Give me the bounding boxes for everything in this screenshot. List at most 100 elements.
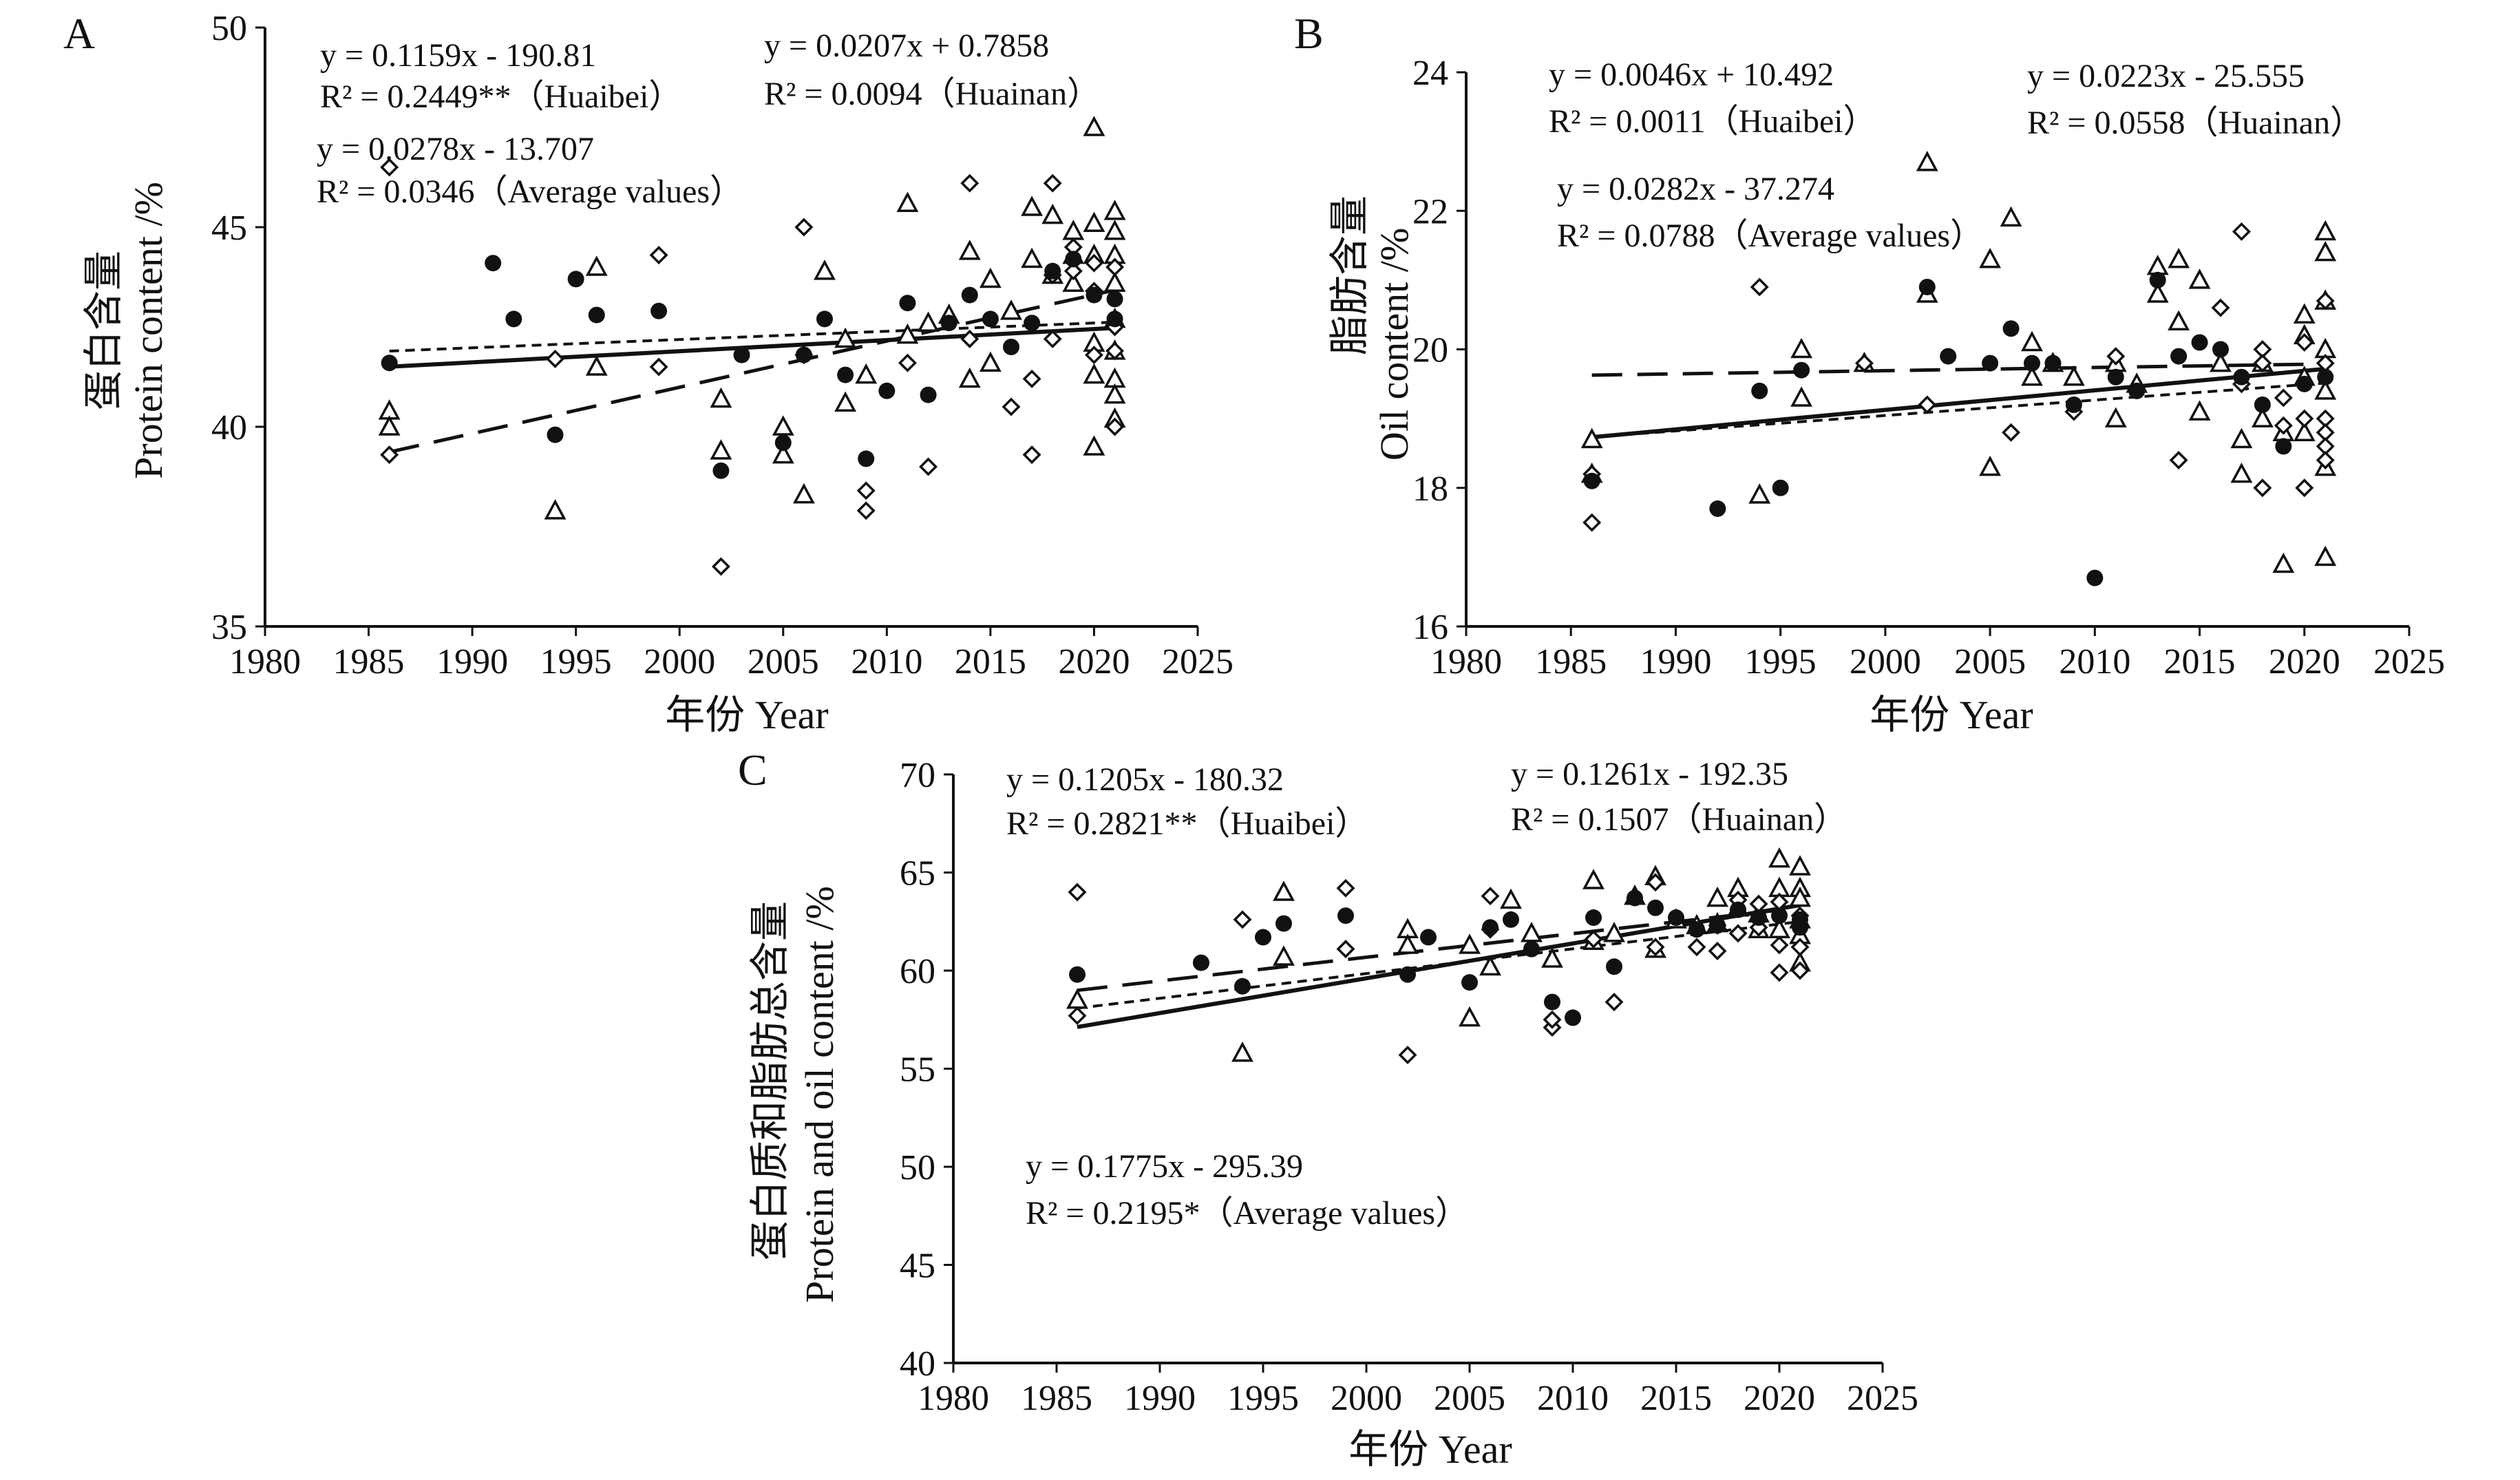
point-huainan xyxy=(1854,354,1874,373)
point-huaibei xyxy=(2188,400,2211,421)
point-average-values xyxy=(858,450,875,467)
point-average-values xyxy=(1583,472,1600,489)
point-average-values xyxy=(505,310,522,328)
point-huainan xyxy=(1790,961,1810,980)
y-tick-label: 70 xyxy=(900,756,935,795)
point-average-values xyxy=(795,346,812,363)
point-huaibei xyxy=(710,439,732,460)
panel-c: C 蛋白质和脂肪总含量 Protein and oil content /% 年… xyxy=(738,746,1918,1472)
eq-average-line1: y = 0.0278x - 13.707 xyxy=(317,131,594,167)
point-average-values xyxy=(2128,382,2146,399)
point-huaibei xyxy=(2230,462,2253,483)
point-huaibei xyxy=(1979,248,2002,268)
point-average-values xyxy=(1003,339,1019,355)
point-average-values xyxy=(1627,889,1643,907)
point-huainan xyxy=(649,357,668,377)
point-average-values xyxy=(837,366,854,383)
trend-line-average-values xyxy=(1591,366,2326,440)
point-average-values xyxy=(2149,271,2166,288)
point-huainan xyxy=(1233,910,1252,929)
point-average-values xyxy=(2065,397,2082,413)
x-tick-label: 1995 xyxy=(540,642,612,681)
y-tick-label: 45 xyxy=(900,1247,935,1286)
point-average-values xyxy=(1503,911,1519,928)
point-huaibei xyxy=(710,387,732,408)
x-axis-title: 年份 Year xyxy=(1870,693,2033,737)
point-average-values xyxy=(1065,251,1082,268)
y-tick-label: 22 xyxy=(1412,192,1448,231)
point-average-values xyxy=(1606,958,1622,975)
point-average-values xyxy=(1523,940,1540,958)
y-tick-label: 24 xyxy=(1412,54,1448,93)
eq-huaibei-line1: y = 0.1205x - 180.32 xyxy=(1006,761,1284,798)
eq-huainan-line1: y = 0.1261x - 192.35 xyxy=(1511,756,1788,792)
y-tick-label: 40 xyxy=(900,1344,935,1384)
point-huainan xyxy=(1084,253,1103,273)
plot-area: 1980 1985 1990 1995 2000 2005 2010 2015 2020 2025… xyxy=(1412,54,2445,681)
x-tick-label: 2025 xyxy=(1162,642,1233,681)
trend-line-huainan xyxy=(1077,920,1801,1010)
trend-line-huainan xyxy=(389,321,1115,353)
point-huaibei xyxy=(1273,945,1295,966)
point-huaibei xyxy=(772,443,794,464)
point-huaibei xyxy=(2168,248,2190,268)
point-huaibei xyxy=(2021,366,2043,386)
point-huainan xyxy=(2274,388,2293,408)
trend-line-huainan xyxy=(1591,381,2326,439)
point-huaibei xyxy=(1062,271,1085,292)
point-huaibei xyxy=(1582,869,1605,889)
point-average-values xyxy=(2044,355,2062,372)
point-huainan xyxy=(1063,262,1083,281)
point-huainan xyxy=(1918,395,1937,414)
point-huainan xyxy=(960,329,980,348)
point-huaibei xyxy=(1273,880,1295,901)
point-average-values xyxy=(1420,929,1437,946)
point-average-values xyxy=(1750,909,1767,927)
point-huaibei xyxy=(1083,116,1105,136)
y-tick-label: 16 xyxy=(1412,608,1448,647)
point-average-values xyxy=(1565,1009,1581,1026)
point-huainan xyxy=(2253,478,2272,498)
point-huaibei xyxy=(1083,363,1105,384)
point-huaibei xyxy=(1083,435,1105,456)
point-average-values xyxy=(1918,278,1936,295)
point-average-values xyxy=(878,382,896,399)
x-tick-label: 1980 xyxy=(918,1379,989,1418)
point-average-values xyxy=(381,355,398,372)
x-tick-label: 1990 xyxy=(1124,1379,1196,1418)
point-average-values xyxy=(1792,919,1808,936)
point-huaibei xyxy=(1459,1006,1481,1027)
eq-huaibei-line1: y = 0.0046x + 10.492 xyxy=(1549,56,1834,93)
point-huainan xyxy=(1687,938,1706,957)
point-huaibei xyxy=(979,351,1002,372)
point-huainan xyxy=(2253,354,2272,373)
point-average-values xyxy=(567,271,584,288)
trend-line-average-values xyxy=(389,326,1115,369)
point-huaibei xyxy=(1083,211,1105,232)
point-average-values xyxy=(816,310,833,328)
point-huainan xyxy=(2295,409,2314,428)
point-huainan xyxy=(919,457,938,476)
point-average-values xyxy=(2275,438,2292,455)
point-average-values xyxy=(2317,368,2334,385)
point-huainan xyxy=(380,445,399,465)
panel-label: A xyxy=(63,9,95,58)
eq-average-line2: R² = 0.2195*（Average values） xyxy=(1026,1195,1468,1231)
x-tick-label: 2015 xyxy=(955,642,1026,681)
point-average-values xyxy=(920,386,937,403)
point-huaibei xyxy=(792,483,815,504)
point-huainan xyxy=(1022,369,1041,388)
point-huainan xyxy=(1770,935,1789,955)
point-huaibei xyxy=(1500,888,1522,909)
x-tick-label: 2005 xyxy=(748,642,819,681)
point-average-values xyxy=(712,462,730,479)
y-tick-label: 45 xyxy=(211,209,247,248)
x-tick-label: 1990 xyxy=(436,642,508,681)
point-huaibei xyxy=(834,327,857,348)
point-huainan xyxy=(1068,1006,1087,1026)
x-tick-label: 2010 xyxy=(1537,1379,1609,1418)
point-huainan xyxy=(711,557,730,576)
point-huaibei xyxy=(585,255,608,276)
eq-average-line2: R² = 0.0788（Average values） xyxy=(1557,218,1983,254)
eq-huaibei-line1: y = 0.1159x - 190.81 xyxy=(320,37,596,74)
